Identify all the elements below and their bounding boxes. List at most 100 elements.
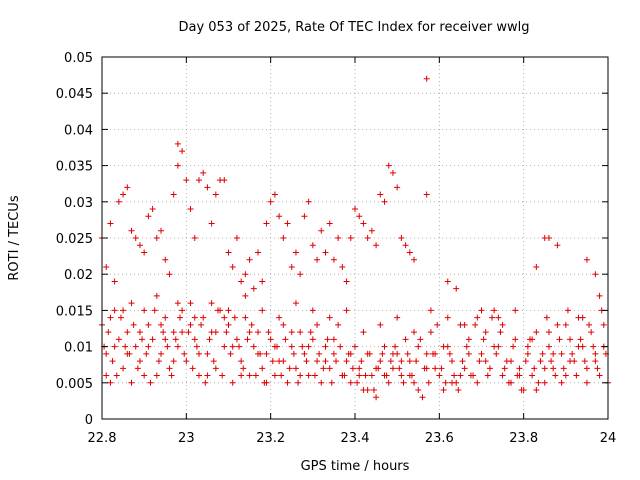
data-point <box>269 358 276 365</box>
data-point <box>115 198 122 205</box>
data-point <box>221 343 228 350</box>
data-point <box>233 235 240 241</box>
data-point <box>255 350 262 357</box>
data-point <box>311 372 318 379</box>
data-point <box>259 278 266 285</box>
data-point <box>560 365 567 372</box>
data-point <box>210 358 217 365</box>
data-point <box>349 365 356 372</box>
data-point <box>282 336 289 343</box>
y-tick-label: 0.005 <box>56 377 93 392</box>
data-point <box>558 379 565 386</box>
y-tick-label: 0.05 <box>64 51 93 66</box>
data-point <box>191 314 198 321</box>
data-point <box>465 350 472 357</box>
data-point <box>305 372 312 379</box>
data-point <box>442 379 449 386</box>
data-point <box>398 358 405 365</box>
data-point <box>396 365 403 372</box>
data-point <box>510 343 517 350</box>
data-point <box>174 140 181 147</box>
x-axis: 22.8 23 23.2 23.4 23.6 23.8 24 <box>88 57 616 446</box>
data-point <box>588 329 595 336</box>
data-point <box>419 394 426 401</box>
data-point <box>297 372 304 379</box>
data-point <box>558 350 565 357</box>
data-point <box>195 177 202 184</box>
data-point <box>472 321 479 328</box>
data-point <box>288 343 295 350</box>
data-point <box>381 343 388 350</box>
data-point <box>474 379 481 386</box>
data-point <box>455 387 462 394</box>
data-point <box>554 321 561 328</box>
data-point <box>149 336 156 343</box>
data-point <box>478 307 485 314</box>
data-point <box>476 358 483 365</box>
data-point <box>554 242 561 249</box>
data-point <box>402 336 409 343</box>
data-point <box>238 358 245 365</box>
data-point <box>136 242 143 249</box>
data-point <box>271 372 278 379</box>
data-point <box>330 336 337 343</box>
data-point <box>297 271 304 278</box>
data-point <box>128 227 135 234</box>
data-point <box>533 387 540 394</box>
data-point <box>295 379 302 386</box>
data-point <box>387 358 394 365</box>
data-point <box>366 350 373 357</box>
data-point <box>495 314 502 321</box>
data-point <box>556 336 563 343</box>
data-point <box>512 336 519 343</box>
data-point <box>132 235 139 241</box>
data-point <box>225 307 232 314</box>
data-point <box>381 198 388 205</box>
x-tick-label: 23.4 <box>341 431 370 446</box>
data-point <box>489 314 496 321</box>
data-point <box>364 387 371 394</box>
data-point <box>411 329 418 336</box>
data-point <box>533 329 540 336</box>
data-point <box>398 235 405 241</box>
data-point <box>276 213 283 220</box>
data-point <box>594 365 601 372</box>
data-point <box>440 343 447 350</box>
data-point <box>136 358 143 365</box>
data-point <box>305 343 312 350</box>
data-point <box>573 372 580 379</box>
data-point <box>309 242 316 249</box>
data-point <box>141 372 148 379</box>
data-point <box>486 365 493 372</box>
data-point <box>314 256 321 263</box>
data-point <box>162 314 169 321</box>
data-point <box>267 198 274 205</box>
data-point <box>524 350 531 357</box>
x-tick-label: 23.8 <box>509 431 538 446</box>
data-point <box>583 365 590 372</box>
data-point <box>271 343 278 350</box>
data-point <box>212 329 219 336</box>
data-point <box>179 148 186 155</box>
data-point <box>120 191 127 198</box>
data-point <box>467 372 474 379</box>
data-point <box>225 249 232 256</box>
grid-lines <box>102 57 608 419</box>
data-point <box>204 184 211 191</box>
data-point <box>406 249 413 256</box>
data-point <box>491 307 498 314</box>
data-point <box>145 321 152 328</box>
data-point <box>174 162 181 169</box>
data-point <box>158 350 165 357</box>
data-point <box>124 350 131 357</box>
data-point <box>164 343 171 350</box>
data-point <box>111 343 118 350</box>
data-point <box>267 336 274 343</box>
data-point <box>153 372 160 379</box>
data-point <box>427 329 434 336</box>
data-point <box>242 271 249 278</box>
data-point <box>415 343 422 350</box>
data-point <box>130 321 137 328</box>
data-point <box>259 365 266 372</box>
data-point <box>385 162 392 169</box>
